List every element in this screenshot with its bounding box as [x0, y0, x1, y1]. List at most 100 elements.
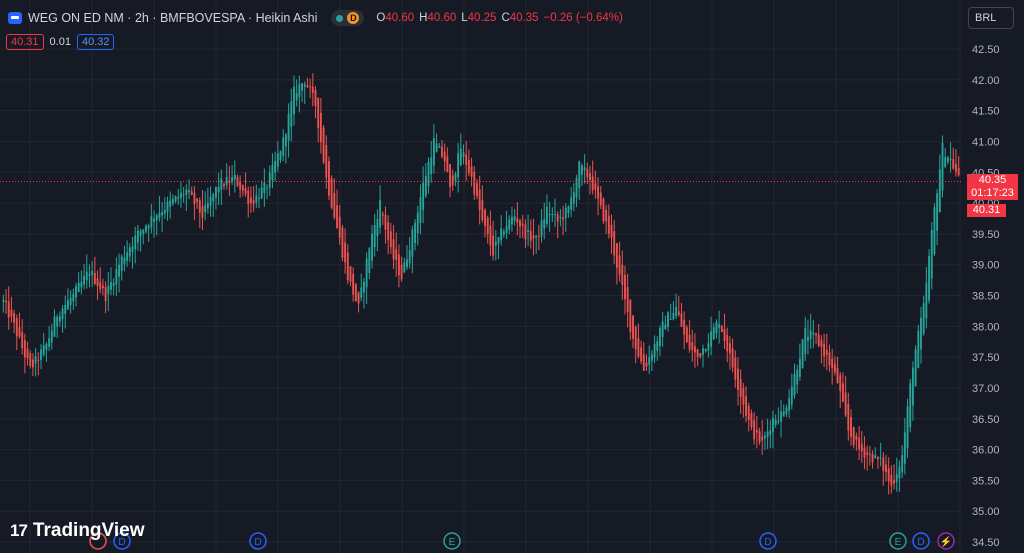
- ohlc-key: L: [461, 12, 468, 24]
- candle-body: [454, 173, 457, 181]
- candle-body: [693, 346, 696, 353]
- event-marker[interactable]: [937, 532, 955, 550]
- candle-body: [266, 187, 269, 189]
- event-marker-label: D: [254, 537, 261, 548]
- candle-body: [306, 85, 309, 88]
- candle-body: [718, 324, 721, 328]
- candle-body: [933, 207, 936, 255]
- candle-body: [419, 197, 422, 223]
- spread-value: 0.01: [49, 36, 71, 48]
- event-marker[interactable]: [912, 532, 930, 550]
- candle-body: [925, 282, 928, 319]
- candle-body: [747, 406, 750, 421]
- candle-body: [56, 316, 59, 327]
- event-marker[interactable]: [443, 532, 461, 550]
- candle-body: [532, 235, 535, 239]
- candle-body: [136, 230, 139, 243]
- candle-body: [521, 223, 524, 226]
- event-marker[interactable]: [889, 532, 907, 550]
- candle-body: [18, 327, 21, 337]
- exchange-icon: [8, 12, 22, 24]
- candle-body: [917, 330, 920, 368]
- event-marker[interactable]: [113, 532, 131, 550]
- candle-body: [537, 236, 540, 238]
- candle-body: [354, 284, 357, 301]
- candle-body: [206, 203, 209, 209]
- candle-body: [527, 229, 530, 232]
- candle-body: [680, 313, 683, 327]
- event-marker[interactable]: [759, 532, 777, 550]
- candle-body: [48, 338, 51, 347]
- candle-body: [459, 148, 462, 166]
- candle-body: [239, 181, 242, 190]
- candle-body: [890, 474, 893, 486]
- candle-body: [583, 167, 586, 171]
- candle-body: [69, 297, 72, 305]
- candle-body: [21, 331, 24, 349]
- candle-body: [214, 186, 217, 198]
- tradingview-logo[interactable]: 17 TradingView: [10, 520, 145, 542]
- candle-body: [500, 228, 503, 241]
- candle-body: [142, 229, 145, 234]
- candle-body: [726, 334, 729, 352]
- candle-body: [640, 347, 643, 362]
- candle-body: [801, 339, 804, 368]
- candle-body: [559, 216, 562, 218]
- candle-body: [688, 334, 691, 350]
- candle-body: [462, 152, 465, 157]
- candle-body: [362, 281, 365, 293]
- candle-body: [570, 197, 573, 210]
- candle-body: [540, 220, 543, 237]
- event-marker[interactable]: [89, 532, 107, 550]
- candle-body: [955, 163, 957, 172]
- candle-body: [201, 206, 204, 218]
- ohlc-values: O40.60 H40.60 L40.25 C40.35 −0.26 (−0.64%): [376, 12, 627, 24]
- candle-body: [255, 195, 258, 203]
- symbol-title[interactable]: WEG ON ED NM · 2h · BMFBOVESPA · Heikin …: [28, 11, 318, 25]
- ohlc-key: C: [501, 12, 510, 24]
- candle-body: [352, 273, 355, 295]
- ohlc-value: 40.60: [427, 12, 457, 24]
- currency-selector[interactable]: BRL: [968, 7, 1014, 29]
- event-marker[interactable]: [249, 532, 267, 550]
- candle-body: [357, 292, 360, 304]
- candle-body: [841, 383, 844, 402]
- candle-body: [53, 316, 56, 337]
- candle-body: [441, 146, 443, 157]
- bar-countdown: 01:17:23: [971, 187, 1014, 199]
- candle-body: [83, 275, 86, 285]
- candle-body: [349, 266, 352, 282]
- candle-body: [301, 83, 303, 91]
- candle-body: [75, 286, 77, 298]
- candle-body: [322, 127, 325, 163]
- candle-body: [93, 273, 96, 284]
- market-status[interactable]: D: [331, 10, 365, 26]
- candle-body: [411, 229, 414, 257]
- candle-body: [788, 398, 791, 411]
- candle-body: [615, 243, 618, 268]
- candle-body: [395, 249, 398, 261]
- candle-body: [866, 452, 869, 455]
- candle-body: [906, 406, 909, 449]
- candle-body: [333, 192, 336, 218]
- candle-body: [381, 213, 384, 216]
- candle-body: [465, 154, 468, 166]
- candle-body: [120, 256, 123, 271]
- candle-body: [839, 375, 842, 392]
- candle-body: [258, 198, 260, 200]
- candle-body: [492, 235, 495, 256]
- candles: [2, 73, 960, 495]
- price-tick-label: 39.50: [972, 229, 1000, 241]
- candle-body: [10, 309, 13, 317]
- candle-body: [115, 269, 118, 285]
- candle-body: [796, 369, 799, 385]
- candle-body: [535, 235, 538, 238]
- buy-price-button[interactable]: 40.32: [76, 34, 115, 50]
- candle-body: [131, 246, 134, 253]
- sell-price-button[interactable]: 40.31: [6, 34, 44, 50]
- candle-body: [260, 187, 263, 199]
- candle-body: [435, 143, 438, 152]
- candle-body: [511, 217, 513, 225]
